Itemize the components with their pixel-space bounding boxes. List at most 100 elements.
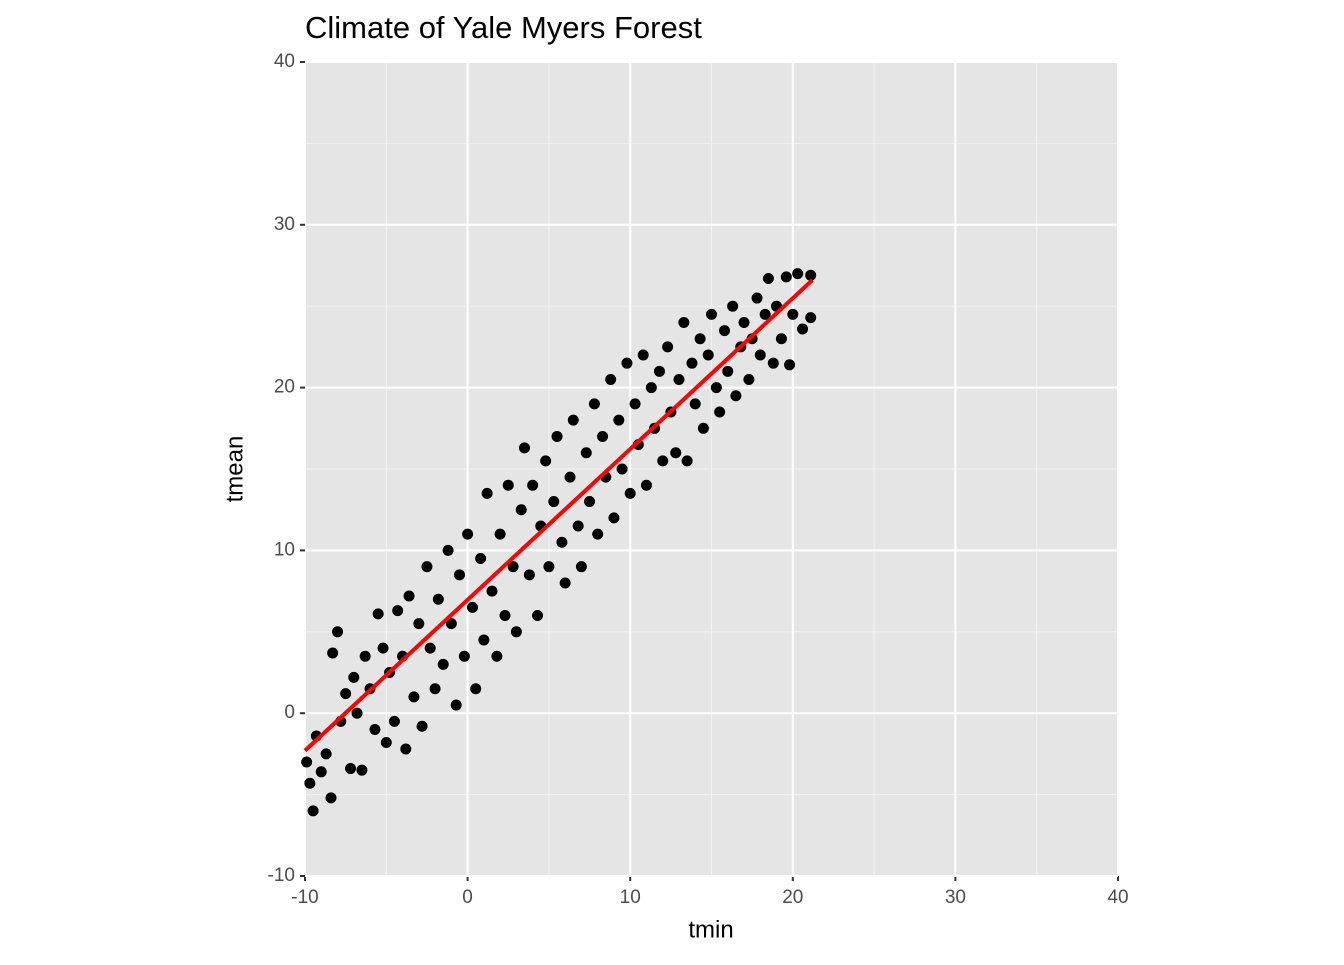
- y-tick-label: 30: [274, 214, 295, 235]
- point: [369, 723, 381, 735]
- point: [662, 341, 674, 353]
- point: [388, 715, 400, 727]
- point: [325, 792, 337, 804]
- point: [621, 357, 633, 369]
- x-tick-label: 0: [462, 887, 473, 908]
- point: [743, 373, 755, 385]
- point: [499, 610, 511, 622]
- point: [304, 777, 316, 789]
- point: [613, 414, 625, 426]
- point: [805, 312, 817, 324]
- point: [551, 430, 563, 442]
- point: [356, 764, 368, 776]
- point: [722, 365, 734, 377]
- point: [340, 688, 352, 700]
- point: [442, 544, 454, 556]
- point: [637, 349, 649, 361]
- point: [719, 325, 731, 337]
- y-tick-label: 20: [274, 377, 295, 398]
- point: [532, 610, 544, 622]
- point: [327, 647, 339, 659]
- point: [689, 398, 701, 410]
- point: [470, 683, 482, 695]
- point: [754, 349, 766, 361]
- point: [437, 658, 449, 670]
- point: [797, 323, 809, 335]
- point: [478, 634, 490, 646]
- point: [392, 605, 404, 617]
- point: [510, 626, 522, 638]
- point: [762, 273, 774, 285]
- point: [702, 349, 714, 361]
- point: [540, 455, 552, 467]
- point: [523, 569, 535, 581]
- point: [567, 414, 579, 426]
- point: [605, 373, 617, 385]
- point: [751, 292, 763, 304]
- point: [421, 561, 433, 573]
- x-tick-label: 10: [620, 887, 641, 908]
- point: [380, 737, 392, 749]
- point: [548, 496, 560, 508]
- point: [653, 365, 665, 377]
- point: [491, 650, 503, 662]
- point: [624, 487, 636, 499]
- point: [432, 593, 444, 605]
- point: [429, 683, 441, 695]
- point: [377, 642, 389, 654]
- x-tick-label: -10: [291, 887, 318, 908]
- point: [784, 359, 796, 371]
- point: [450, 699, 462, 711]
- point: [767, 357, 779, 369]
- point: [527, 479, 539, 491]
- y-tick-label: 10: [274, 539, 295, 560]
- point: [519, 442, 531, 454]
- fit-line: [303, 278, 814, 753]
- point: [332, 626, 344, 638]
- y-axis-title: tmean: [221, 436, 248, 503]
- point: [475, 553, 487, 565]
- point: [424, 642, 436, 654]
- point: [792, 268, 804, 280]
- x-tick-label: 20: [782, 887, 803, 908]
- point: [320, 748, 332, 760]
- point: [681, 455, 693, 467]
- point: [629, 398, 641, 410]
- point: [738, 316, 750, 328]
- point: [588, 398, 600, 410]
- point: [592, 528, 604, 540]
- point: [714, 406, 726, 418]
- point: [502, 479, 514, 491]
- point: [775, 333, 787, 345]
- point: [486, 585, 498, 597]
- point: [608, 512, 620, 524]
- point: [307, 805, 319, 817]
- y-tick-label: 0: [284, 702, 295, 723]
- point: [413, 618, 425, 630]
- point: [345, 763, 357, 775]
- point: [686, 357, 698, 369]
- point: [584, 496, 596, 508]
- point: [678, 316, 690, 328]
- point: [657, 455, 669, 467]
- point: [730, 390, 742, 402]
- point: [670, 447, 682, 459]
- point: [787, 308, 799, 320]
- y-tick-label: 40: [274, 51, 295, 72]
- x-axis-title: tmin: [688, 916, 733, 943]
- point: [400, 743, 412, 755]
- point: [697, 422, 709, 434]
- point: [706, 308, 717, 320]
- point: [805, 269, 817, 281]
- point: [372, 608, 384, 620]
- chart-title: Climate of Yale Myers Forest: [305, 10, 702, 45]
- point: [580, 447, 592, 459]
- point: [403, 590, 415, 602]
- point: [597, 430, 609, 442]
- point: [543, 561, 555, 573]
- x-tick-label: 40: [1107, 887, 1128, 908]
- point: [481, 487, 493, 499]
- point: [673, 373, 685, 385]
